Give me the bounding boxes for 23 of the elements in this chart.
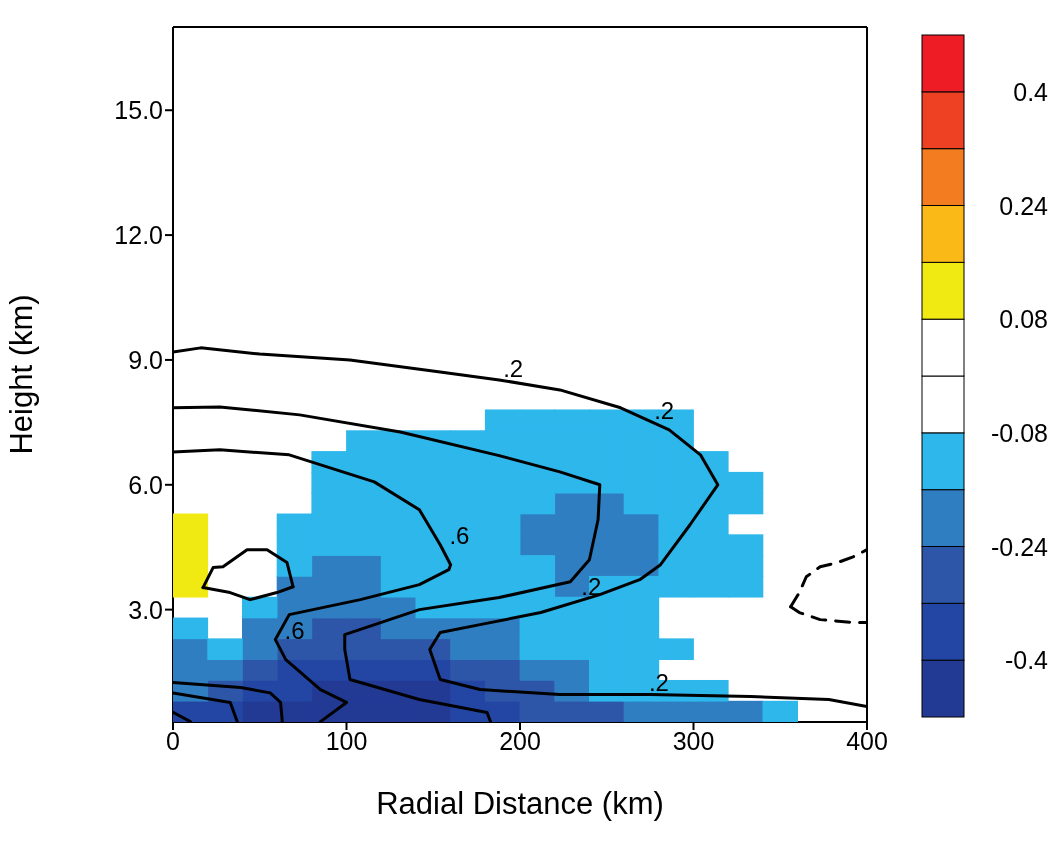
color-bar-label: -0.24	[991, 532, 1049, 561]
annotation: .2	[503, 354, 524, 382]
y-tick-label: 6.0	[128, 470, 163, 499]
annotation: .6	[449, 521, 470, 549]
x-tick-label: 100	[325, 726, 368, 755]
x-tick-label: 400	[846, 726, 888, 755]
annotation: .6	[284, 616, 305, 644]
y-tick-label: 3.0	[128, 595, 163, 624]
y-tick-label: 9.0	[128, 345, 163, 374]
x-tick-label: 0	[166, 726, 180, 755]
annotation: .2	[581, 573, 602, 601]
x-axis-title: Radial Distance (km)	[376, 786, 664, 821]
x-tick-label: 300	[672, 726, 715, 755]
annotation: .2	[648, 668, 669, 696]
y-tick-label: 15.0	[114, 96, 163, 125]
color-bar-label: 0.24	[999, 191, 1049, 220]
color-bar-label: 0.08	[999, 305, 1048, 334]
y-tick-label: 12.0	[114, 220, 163, 249]
color-bar-label: 0.4	[1013, 77, 1049, 106]
color-bar-label: -0.4	[1004, 646, 1049, 675]
x-tick-label: 200	[499, 726, 541, 755]
y-axis-title: Height (km)	[4, 294, 40, 455]
color-bar-label: -0.08	[991, 418, 1048, 447]
